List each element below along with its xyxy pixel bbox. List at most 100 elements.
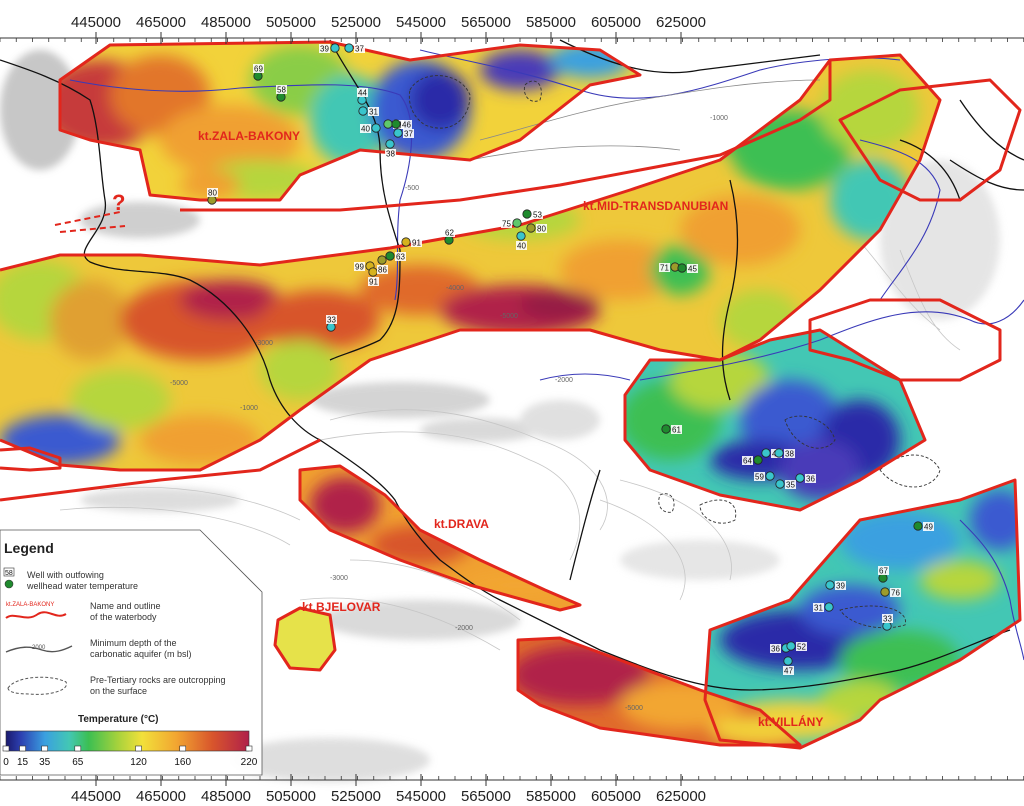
well-label-box xyxy=(395,252,406,261)
well-label: 33 xyxy=(883,615,892,624)
x-tick-label: 465000 xyxy=(136,788,186,805)
well-label: 39 xyxy=(320,45,329,54)
legend-well-text-2: wellhead water temperature xyxy=(26,581,138,591)
depth-label: -5000 xyxy=(625,705,643,712)
well-marker: 91 xyxy=(401,237,422,248)
well-label-box xyxy=(516,241,527,250)
well-icon xyxy=(661,424,671,434)
colorbar-tick-label: 220 xyxy=(241,757,258,768)
x-tick-label: 485000 xyxy=(201,14,251,31)
well-icon xyxy=(880,587,890,597)
well-icon xyxy=(358,106,368,116)
well-marker: 80 xyxy=(526,223,547,234)
legend-outcrop-icon xyxy=(7,676,67,695)
waterbody-label-mid-transdanubian: kt.MID-TRANSDANUBIAN xyxy=(583,199,728,213)
legend-well-sample: 58 xyxy=(5,570,13,577)
well-label-box xyxy=(276,85,287,94)
well-icon xyxy=(522,209,532,219)
well-label-box xyxy=(783,666,794,675)
x-tick-label: 605000 xyxy=(591,788,641,805)
well-marker: 53 xyxy=(522,209,543,220)
drava-outline xyxy=(298,464,582,612)
depth-label: -1000 xyxy=(710,115,728,122)
well-label: 37 xyxy=(404,130,413,139)
well-label: 47 xyxy=(784,667,793,676)
well-label-box xyxy=(882,614,893,623)
well-label: 40 xyxy=(361,125,370,134)
well-label: 33 xyxy=(327,316,336,325)
well-label-box xyxy=(207,188,218,197)
x-tick-label: 445000 xyxy=(71,14,121,31)
legend-outcrop-text-1: Pre-Tertiary rocks are outcropping xyxy=(90,675,226,685)
well-marker: 33 xyxy=(326,315,337,332)
well-icon xyxy=(516,231,526,241)
well-label: 69 xyxy=(254,65,263,74)
south-west-outline xyxy=(0,446,62,472)
colorbar-gradient xyxy=(5,730,250,752)
x-tick-label: 505000 xyxy=(266,788,316,805)
depth-label: -2000 xyxy=(455,625,473,632)
well-marker: 39 xyxy=(825,580,846,591)
well-marker: 36 xyxy=(795,473,816,484)
colorbar-tick-label: 15 xyxy=(17,757,29,768)
x-tick-label: 545000 xyxy=(396,788,446,805)
well-label: 36 xyxy=(806,475,815,484)
well-label-box xyxy=(444,228,455,237)
well-label-box xyxy=(385,149,396,158)
well-label-box xyxy=(671,425,682,434)
well-label-box xyxy=(401,120,412,129)
south-band-outline xyxy=(516,636,802,747)
border-lines xyxy=(0,39,1024,691)
well-icon xyxy=(385,251,395,261)
hillshade-relief xyxy=(0,50,1000,782)
well-icon xyxy=(753,455,763,465)
well-label-box xyxy=(784,449,795,458)
well-marker: 52 xyxy=(786,641,807,652)
well-icon xyxy=(512,218,522,228)
well-label-box xyxy=(796,642,807,651)
x-tick-label: 525000 xyxy=(331,788,381,805)
well-marker: 37 xyxy=(393,128,414,139)
well-label-box xyxy=(354,262,365,271)
background-lines xyxy=(469,79,821,161)
well-icon xyxy=(824,602,834,612)
well-label-box xyxy=(754,472,765,481)
well-label-box xyxy=(878,566,889,575)
x-tick-label: 565000 xyxy=(461,788,511,805)
well-icon xyxy=(795,473,805,483)
colorbar-ticks: 0 15 35 65 120 160 220 xyxy=(2,745,258,768)
well-label: 61 xyxy=(672,426,681,435)
well-label: 64 xyxy=(743,457,752,466)
well-label-box xyxy=(357,88,368,97)
well-label: 39 xyxy=(836,582,845,591)
well-label: 40 xyxy=(517,242,526,251)
south-east-outline xyxy=(623,328,927,512)
well-label: 63 xyxy=(396,253,405,262)
well-label: 31 xyxy=(369,108,378,117)
legend-waterbody-text-1: Name and outline xyxy=(90,601,161,611)
well-icon xyxy=(371,123,381,133)
colorbar-tick-label: 120 xyxy=(130,757,147,768)
well-label: 76 xyxy=(891,589,900,598)
well-icon xyxy=(775,479,785,489)
legend-well-text-1: Well with outfowing xyxy=(27,570,104,580)
well-label-box xyxy=(770,644,781,653)
colorbar-tick-marker xyxy=(19,745,26,752)
well-label: 58 xyxy=(277,86,286,95)
colorbar-tick-marker xyxy=(2,745,10,752)
well-marker: 44 xyxy=(357,88,368,105)
well-icon xyxy=(526,223,536,233)
temperature-colorbar: Temperature (°C) 0 15 35 65 120 160 220 xyxy=(2,714,258,768)
well-label-box xyxy=(253,64,264,73)
well-marker: 31 xyxy=(358,106,379,117)
north-east-outline xyxy=(838,78,1022,202)
legend-outcrop-text-2: on the surface xyxy=(90,686,147,696)
depth-label: -2000 xyxy=(555,377,573,384)
well-icon xyxy=(344,43,354,53)
colorbar-title: Temperature (°C) xyxy=(78,714,159,725)
well-label: 71 xyxy=(660,264,669,273)
colorbar-tick-label: 65 xyxy=(72,757,84,768)
unknown-mark: ? xyxy=(112,190,125,215)
depth-label: -5000 xyxy=(500,313,518,320)
x-axis-top: 445000 465000 485000 505000 525000 545000 5650… xyxy=(0,14,1024,44)
